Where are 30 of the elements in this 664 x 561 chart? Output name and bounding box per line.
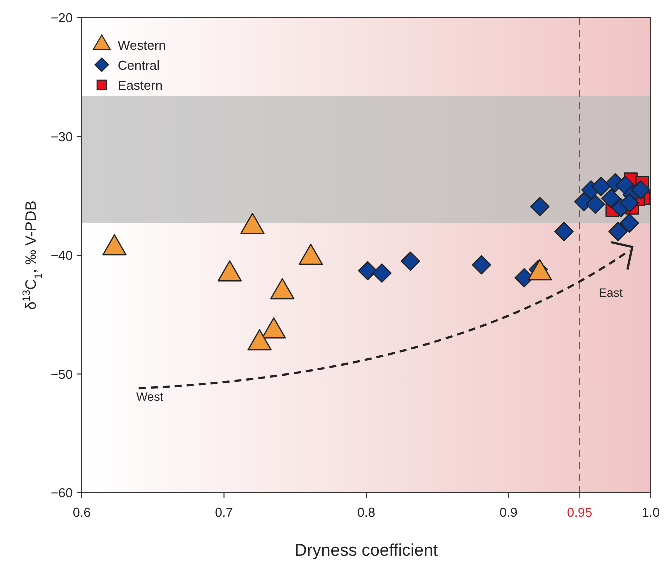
x-tick-label: 1.0 bbox=[642, 505, 660, 520]
point bbox=[554, 222, 574, 242]
y-tick-label: −20 bbox=[50, 10, 73, 26]
point bbox=[586, 194, 606, 214]
annotation: West bbox=[136, 390, 164, 404]
legend-label: Western bbox=[118, 38, 166, 53]
x-tick-label: 0.95 bbox=[567, 505, 593, 520]
point bbox=[472, 255, 492, 275]
x-tick-label: 0.6 bbox=[72, 505, 92, 520]
x-tick-label: 0.9 bbox=[500, 505, 518, 520]
point bbox=[530, 197, 550, 216]
y-tick-label: −30 bbox=[50, 129, 73, 144]
point bbox=[608, 222, 628, 242]
point bbox=[400, 252, 420, 272]
annotation: East bbox=[598, 286, 624, 300]
x-tick-label: 0.8 bbox=[357, 505, 376, 520]
x-tick-label: 0.7 bbox=[215, 505, 234, 520]
point bbox=[620, 214, 640, 234]
point bbox=[601, 188, 621, 208]
y-tick-label: −60 bbox=[50, 486, 73, 500]
point bbox=[620, 194, 640, 213]
point bbox=[592, 176, 611, 196]
y-tick-label: −40 bbox=[50, 248, 73, 263]
point bbox=[358, 261, 378, 281]
legend-label: Central bbox=[118, 58, 160, 73]
point bbox=[631, 180, 651, 200]
legend-label: Eastern bbox=[118, 78, 163, 93]
y-tick-label: −50 bbox=[50, 366, 73, 382]
x-axis-title: Dryness coefficient bbox=[294, 541, 438, 560]
point bbox=[372, 264, 392, 283]
